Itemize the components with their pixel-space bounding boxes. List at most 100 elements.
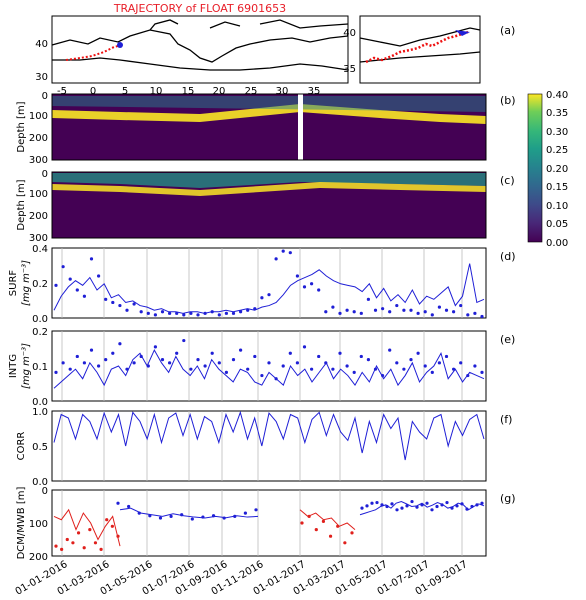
data-point: [54, 370, 58, 374]
data-point: [65, 537, 69, 542]
data-point: [338, 311, 342, 315]
panel-label-c: (c): [500, 174, 515, 187]
data-point: [175, 351, 179, 355]
series-line: [53, 263, 485, 314]
data-point: [168, 311, 172, 315]
data-point: [473, 311, 477, 315]
data-point: [295, 361, 299, 365]
data-point: [222, 516, 226, 520]
data-point: [302, 345, 307, 349]
data-point: [246, 367, 250, 371]
data-point: [168, 361, 172, 365]
data-point: [416, 311, 420, 315]
data-point: [465, 507, 469, 511]
data-point: [425, 501, 429, 505]
data-point: [395, 508, 399, 512]
data-point: [331, 305, 335, 309]
data-point: [175, 311, 179, 315]
data-point: [105, 518, 109, 522]
y-tick-label: 0.0: [32, 314, 48, 325]
data-point: [475, 503, 479, 507]
colorbar-tick: 0.30: [546, 127, 568, 138]
heatmap-b-gap: [298, 94, 303, 160]
panel-label: (d): [500, 250, 516, 263]
heatmap-c-ylabel: Depth [m]: [16, 179, 27, 230]
y-tick-label: 200: [29, 552, 48, 563]
series-line: [53, 410, 485, 461]
data-point: [331, 367, 335, 371]
data-point: [267, 293, 271, 297]
map-float-start: [117, 42, 123, 48]
panel-frame-e: [51, 330, 487, 402]
data-point: [139, 310, 143, 314]
data-point: [196, 358, 200, 362]
heatmap-b-ytick: 100: [29, 111, 48, 122]
y-tick-label: 0.4: [32, 244, 48, 255]
data-point: [366, 358, 370, 362]
data-point: [444, 354, 449, 359]
data-point: [359, 311, 363, 315]
data-point: [460, 502, 464, 506]
data-point: [288, 351, 292, 355]
data-point: [452, 310, 456, 314]
data-point: [76, 531, 81, 535]
heatmap-b-glow: [52, 96, 486, 112]
heatmap-c-ytick: 100: [29, 189, 48, 200]
data-point: [423, 364, 427, 368]
data-point: [314, 528, 318, 532]
heatmap-b-ytick: 300: [29, 155, 48, 166]
data-point: [405, 504, 409, 508]
data-point: [466, 373, 470, 378]
data-point: [201, 515, 205, 519]
colorbar-tick: 0.15: [546, 182, 568, 193]
data-point: [231, 358, 236, 362]
data-point: [459, 303, 463, 308]
data-point: [203, 364, 207, 368]
y-axis-label: INTG: [8, 354, 19, 378]
data-point: [395, 361, 399, 365]
colorbar-tick: 0.35: [546, 108, 568, 119]
data-point: [54, 544, 58, 548]
data-point: [430, 313, 434, 317]
data-point: [111, 351, 115, 355]
data-point: [61, 361, 65, 365]
data-point: [307, 514, 311, 519]
data-point: [466, 313, 470, 317]
data-point: [243, 511, 247, 515]
data-point: [260, 296, 264, 300]
data-point: [253, 354, 257, 359]
data-point: [60, 547, 64, 552]
data-point: [97, 274, 101, 278]
data-point: [116, 501, 120, 505]
data-point: [125, 308, 129, 312]
map-y-tick: 40: [35, 39, 48, 50]
data-point: [359, 354, 363, 359]
panel-frame-d: [51, 247, 487, 319]
data-point: [430, 370, 434, 374]
heatmap-b-frame: [51, 93, 487, 161]
map-y-tick: 30: [35, 72, 48, 83]
data-point: [373, 367, 378, 371]
data-point: [385, 504, 389, 509]
y-tick-label: 0.2: [32, 327, 48, 338]
map-x-ticks: -5 0 5 10 15 20 25 30 35: [57, 86, 320, 97]
map-x-tick: 35: [308, 86, 321, 97]
data-point: [104, 297, 108, 301]
y-axis-label: CORR: [16, 432, 27, 461]
data-point: [390, 502, 394, 506]
map-x-tick: 15: [182, 86, 195, 97]
data-point: [75, 288, 79, 292]
data-point: [111, 300, 115, 305]
data-point: [281, 364, 285, 368]
data-point: [345, 364, 349, 368]
y-tick-label: 0.0: [32, 477, 48, 488]
data-point: [370, 501, 374, 505]
data-point: [450, 506, 454, 510]
data-point: [409, 358, 413, 362]
data-point: [180, 513, 184, 517]
data-point: [295, 274, 299, 278]
data-point: [54, 283, 58, 287]
colorbar: [527, 93, 543, 243]
data-point: [375, 500, 379, 505]
